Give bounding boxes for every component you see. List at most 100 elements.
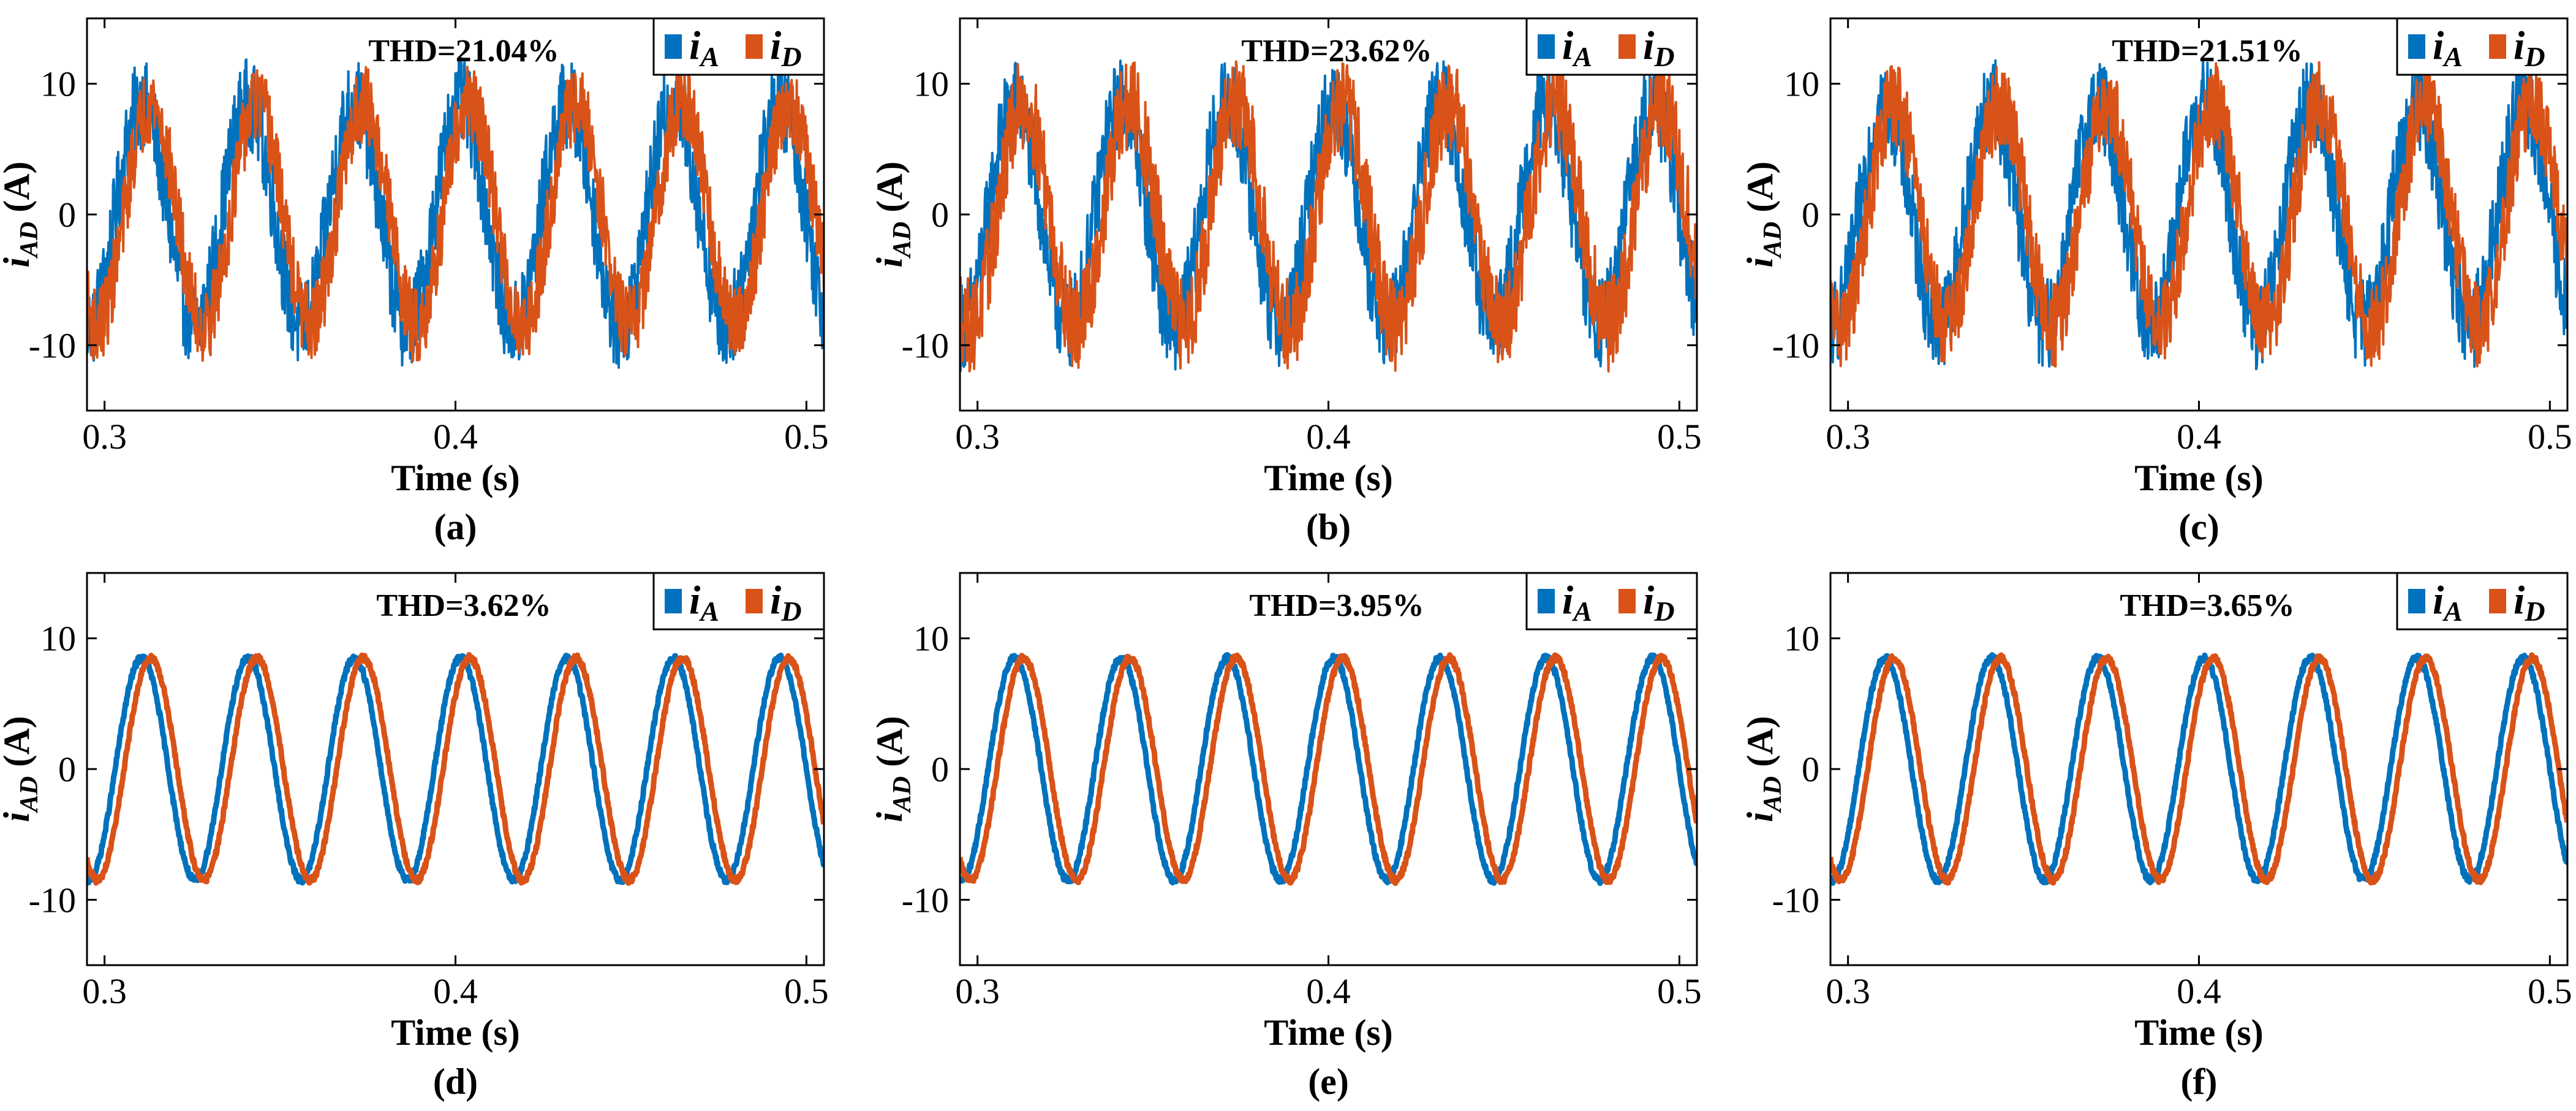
y-tick-label: 0 <box>931 749 949 789</box>
legend-swatch <box>746 589 763 613</box>
legend-entry: iD <box>1643 23 1675 72</box>
y-axis-label-unit: (A) <box>1740 716 1780 776</box>
y-axis-label: iAD (A) <box>869 161 916 267</box>
y-axis-label-main: i <box>1740 257 1780 268</box>
x-tick-label: 0.5 <box>784 417 829 457</box>
legend-box <box>1525 17 1698 76</box>
y-tick-label: 0 <box>931 195 949 235</box>
legend-entry-main: i <box>1562 23 1574 68</box>
y-axis-label-unit: (A) <box>1740 161 1780 221</box>
y-axis-label-main: i <box>869 257 910 268</box>
y-axis-label-unit: (A) <box>0 716 37 776</box>
axes-box <box>1829 572 2569 966</box>
legend-box <box>2396 572 2569 631</box>
x-tick-label: 0.5 <box>784 971 829 1011</box>
legend-entry-sub: A <box>2442 41 2463 72</box>
y-axis-label-main: i <box>0 812 37 822</box>
y-axis-label: iAD (A) <box>0 161 43 267</box>
x-axis-label: Time (s) <box>391 458 520 498</box>
y-axis-label: iAD (A) <box>1740 716 1787 822</box>
x-axis-label: Time (s) <box>2134 1012 2264 1053</box>
y-tick-label: -10 <box>902 325 949 365</box>
legend-entry-main: i <box>689 578 701 623</box>
thd-annotation: THD=21.04% <box>368 34 559 69</box>
legend-entry: iA <box>689 23 719 72</box>
panel-label: (e) <box>1308 1061 1349 1102</box>
y-tick-label: 0 <box>58 195 76 235</box>
panel-label: (c) <box>2178 507 2219 547</box>
x-tick-label: 0.5 <box>2528 971 2572 1011</box>
y-axis-label-main: i <box>1740 812 1780 822</box>
legend-entry-main: i <box>770 578 782 623</box>
legend-entry-sub: A <box>1571 596 1592 627</box>
legend-entry-sub: A <box>698 596 719 627</box>
legend-box <box>652 17 825 76</box>
y-axis-label-sub: AD <box>888 776 916 814</box>
x-tick-label: 0.3 <box>1826 971 1870 1011</box>
y-tick-label: 10 <box>1784 64 1819 104</box>
y-axis-label-unit: (A) <box>869 716 910 776</box>
panel-label: (b) <box>1306 507 1351 547</box>
legend-entry-main: i <box>1643 23 1655 68</box>
y-axis-label-unit: (A) <box>0 161 37 221</box>
series-line-iA <box>87 57 824 369</box>
legend-entry: iD <box>2514 578 2545 627</box>
y-tick-label: 10 <box>1784 619 1819 659</box>
legend-entry-main: i <box>1562 578 1574 623</box>
y-axis-label: iAD (A) <box>1740 161 1787 267</box>
y-tick-label: 10 <box>40 64 76 104</box>
legend-swatch <box>665 589 682 613</box>
legend-entry-sub: D <box>1653 41 1674 72</box>
legend-entry-main: i <box>1643 578 1655 623</box>
y-axis-label: iAD (A) <box>0 716 43 822</box>
series-line-iD <box>960 652 1697 886</box>
legend-entry: iA <box>2433 578 2463 627</box>
x-tick-label: 0.3 <box>82 417 127 457</box>
thd-annotation: THD=3.95% <box>1249 588 1424 623</box>
legend-swatch <box>2408 589 2425 613</box>
x-tick-label: 0.5 <box>2528 417 2572 457</box>
legend-entry-sub: A <box>698 41 719 72</box>
x-tick-label: 0.3 <box>82 971 127 1011</box>
y-axis-label-sub: AD <box>15 222 43 259</box>
y-tick-label: -10 <box>29 325 76 365</box>
legend-entry-sub: A <box>2442 596 2463 627</box>
thd-annotation: THD=3.65% <box>2120 588 2294 623</box>
series-line-iA <box>960 652 1697 886</box>
legend-entry-main: i <box>689 23 701 68</box>
legend-entry: iA <box>689 578 719 627</box>
x-axis-label: Time (s) <box>2134 458 2264 498</box>
series-line-iD <box>1830 61 2567 368</box>
legend-entry-sub: D <box>1653 596 1674 627</box>
y-axis-label-sub: AD <box>15 776 43 814</box>
y-axis-label-sub: AD <box>888 222 916 259</box>
y-axis-label-main: i <box>869 812 910 822</box>
y-tick-label: 10 <box>40 619 76 659</box>
legend-swatch <box>1618 589 1636 613</box>
x-tick-label: 0.4 <box>1306 417 1351 457</box>
legend-swatch <box>2489 589 2506 613</box>
legend-box <box>652 572 825 631</box>
x-axis-label: Time (s) <box>1264 458 1393 498</box>
x-tick-label: 0.4 <box>433 417 478 457</box>
series-line-iA <box>1830 652 2567 886</box>
axes-box <box>86 572 825 966</box>
y-tick-label: 10 <box>913 64 949 104</box>
legend: iA iD <box>1525 572 1698 631</box>
legend-entry: iD <box>2514 23 2545 72</box>
legend: iA iD <box>652 17 825 76</box>
legend-entry-sub: D <box>2524 596 2545 627</box>
series-line-iD <box>87 66 824 362</box>
x-tick-label: 0.3 <box>955 971 1000 1011</box>
legend: iA iD <box>1525 17 1698 76</box>
legend-entry-main: i <box>2433 578 2444 623</box>
legend-entry-main: i <box>2433 23 2444 68</box>
series-line-iA <box>87 652 824 886</box>
x-axis-label: Time (s) <box>1264 1012 1393 1053</box>
